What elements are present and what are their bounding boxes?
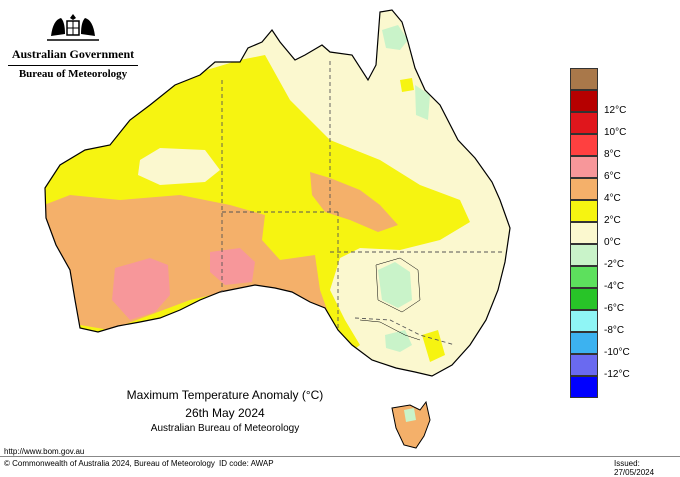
state-borders [221, 60, 505, 346]
zone-2-4-east-small [400, 78, 414, 92]
legend-label: 8°C [604, 149, 621, 160]
legend-label: -10°C [604, 347, 630, 358]
contours [359, 257, 421, 341]
coat-of-arms-icon [47, 14, 99, 41]
legend-label: -12°C [604, 369, 630, 380]
zone-4-6-central [310, 172, 398, 232]
legend-label: -6°C [604, 303, 625, 314]
zone-minus2-0-c [415, 85, 430, 120]
legend-swatch [570, 332, 598, 354]
footer-bar: © Commonwealth of Australia 2024, Bureau… [0, 456, 680, 477]
legend-swatch [570, 266, 598, 288]
zone-minus2-0-d [385, 330, 412, 352]
government-name: Australian Government [11, 47, 135, 61]
legend-swatch [570, 244, 598, 266]
map-title: Maximum Temperature Anomaly (°C) [126, 388, 324, 402]
branding-block: Australian Government Bureau of Meteorol… [8, 10, 138, 80]
legend-swatch [570, 112, 598, 134]
legend-swatch [570, 90, 598, 112]
id-code: ID code: AWAP [219, 459, 274, 468]
legend-label: 4°C [604, 193, 621, 204]
legend-swatch [570, 156, 598, 178]
branding-divider [8, 65, 138, 66]
legend-swatch [570, 178, 598, 200]
legend-label: 2°C [604, 215, 621, 226]
legend-swatch [570, 354, 598, 376]
zone-minus2-0-a [378, 262, 412, 308]
zone-6-8-b [210, 248, 255, 285]
legend-swatch [570, 376, 598, 398]
website-link[interactable]: http://www.bom.gov.au [4, 447, 85, 456]
legend-label: 10°C [604, 127, 627, 138]
copyright-text: © Commonwealth of Australia 2024, Bureau… [4, 459, 215, 468]
zone-minus2-0-b [382, 25, 408, 50]
legend-swatch [570, 134, 598, 156]
legend-swatch [570, 288, 598, 310]
map-date: 26th May 2024 [185, 406, 265, 420]
mainland-outline [44, 9, 511, 377]
legend-label: 12°C [604, 105, 627, 116]
legend-swatch [570, 222, 598, 244]
map-title-block: Maximum Temperature Anomaly (°C) 26th Ma… [100, 388, 350, 434]
zone-0-2-north [138, 148, 220, 185]
legend-swatch [570, 68, 598, 90]
legend-swatch [570, 310, 598, 332]
zone-6-8-a [112, 258, 170, 320]
zone-2-4-southeast [422, 330, 445, 362]
tasmania [391, 400, 431, 449]
tasmania-cool-patch [404, 408, 416, 422]
legend-swatch [570, 200, 598, 222]
legend-label: 0°C [604, 237, 621, 248]
legend-label: -4°C [604, 281, 625, 292]
agency-name: Bureau of Meteorology [18, 68, 128, 80]
legend-label: -8°C [604, 325, 625, 336]
issued-date: Issued: 27/05/2024 [614, 459, 655, 477]
legend-label: 6°C [604, 171, 621, 182]
map-source: Australian Bureau of Meteorology [150, 423, 300, 434]
temperature-anomaly-map [44, 9, 511, 449]
legend-label: -2°C [604, 259, 625, 270]
